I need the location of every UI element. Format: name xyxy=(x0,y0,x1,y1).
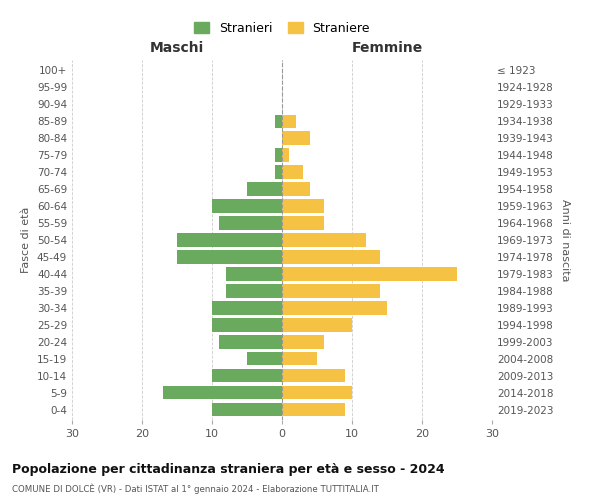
Bar xyxy=(282,216,324,230)
Bar xyxy=(219,336,282,348)
Bar xyxy=(282,234,366,246)
Bar xyxy=(247,352,282,366)
Bar xyxy=(282,148,289,162)
Bar xyxy=(282,166,303,178)
Text: Femmine: Femmine xyxy=(352,41,422,55)
Bar xyxy=(282,132,310,144)
Text: COMUNE DI DOLCÈ (VR) - Dati ISTAT al 1° gennaio 2024 - Elaborazione TUTTITALIA.I: COMUNE DI DOLCÈ (VR) - Dati ISTAT al 1° … xyxy=(12,484,379,494)
Bar xyxy=(177,250,282,264)
Bar xyxy=(282,386,352,400)
Bar xyxy=(177,234,282,246)
Bar xyxy=(282,318,352,332)
Bar xyxy=(163,386,282,400)
Bar xyxy=(282,352,317,366)
Bar xyxy=(282,403,345,416)
Bar xyxy=(282,302,387,314)
Y-axis label: Anni di nascita: Anni di nascita xyxy=(560,198,570,281)
Bar xyxy=(282,336,324,348)
Bar xyxy=(282,250,380,264)
Bar xyxy=(275,166,282,178)
Bar xyxy=(212,369,282,382)
Y-axis label: Fasce di età: Fasce di età xyxy=(22,207,31,273)
Bar xyxy=(212,403,282,416)
Bar xyxy=(247,182,282,196)
Bar xyxy=(212,302,282,314)
Bar xyxy=(212,200,282,212)
Bar xyxy=(282,369,345,382)
Bar xyxy=(282,182,310,196)
Bar xyxy=(212,318,282,332)
Legend: Stranieri, Straniere: Stranieri, Straniere xyxy=(188,16,376,42)
Bar xyxy=(282,114,296,128)
Bar xyxy=(226,284,282,298)
Bar xyxy=(226,268,282,280)
Bar xyxy=(275,114,282,128)
Bar xyxy=(282,200,324,212)
Text: Popolazione per cittadinanza straniera per età e sesso - 2024: Popolazione per cittadinanza straniera p… xyxy=(12,462,445,475)
Bar xyxy=(282,284,380,298)
Bar xyxy=(219,216,282,230)
Text: Maschi: Maschi xyxy=(150,41,204,55)
Bar xyxy=(275,148,282,162)
Bar xyxy=(282,268,457,280)
